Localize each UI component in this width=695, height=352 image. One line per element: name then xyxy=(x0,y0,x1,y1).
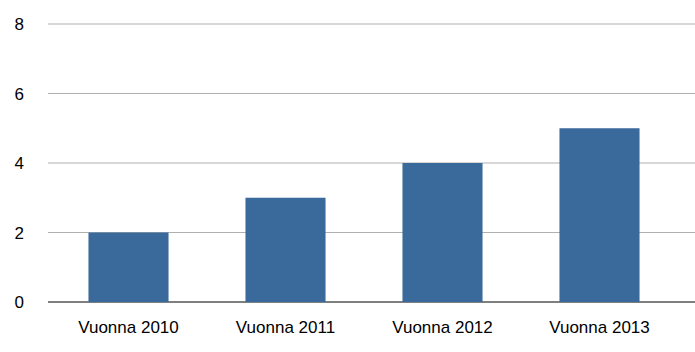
grid-line xyxy=(48,24,695,25)
y-tick-label: 8 xyxy=(15,15,24,34)
x-tick-label: Vuonna 2012 xyxy=(392,318,493,337)
bar xyxy=(88,233,168,303)
bar xyxy=(402,163,482,302)
y-tick-label: 0 xyxy=(15,293,24,312)
chart-container: 0 2 4 6 8 Vuonna 2010 Vuonna 2011 Vuonna 2012 Vu… xyxy=(0,0,695,352)
x-tick-label: Vuonna 2013 xyxy=(549,318,650,337)
y-tick-label: 2 xyxy=(15,224,24,243)
x-tick-label: Vuonna 2011 xyxy=(236,318,335,337)
grid-line xyxy=(48,93,695,94)
bar xyxy=(559,128,639,302)
y-tick-label: 4 xyxy=(15,154,24,173)
bar xyxy=(245,198,325,302)
y-tick-label: 6 xyxy=(15,85,24,104)
x-tick-label: Vuonna 2010 xyxy=(78,318,179,337)
chart-svg: 0 2 4 6 8 Vuonna 2010 Vuonna 2011 Vuonna 2012 Vu… xyxy=(0,0,695,352)
bars xyxy=(88,128,639,302)
